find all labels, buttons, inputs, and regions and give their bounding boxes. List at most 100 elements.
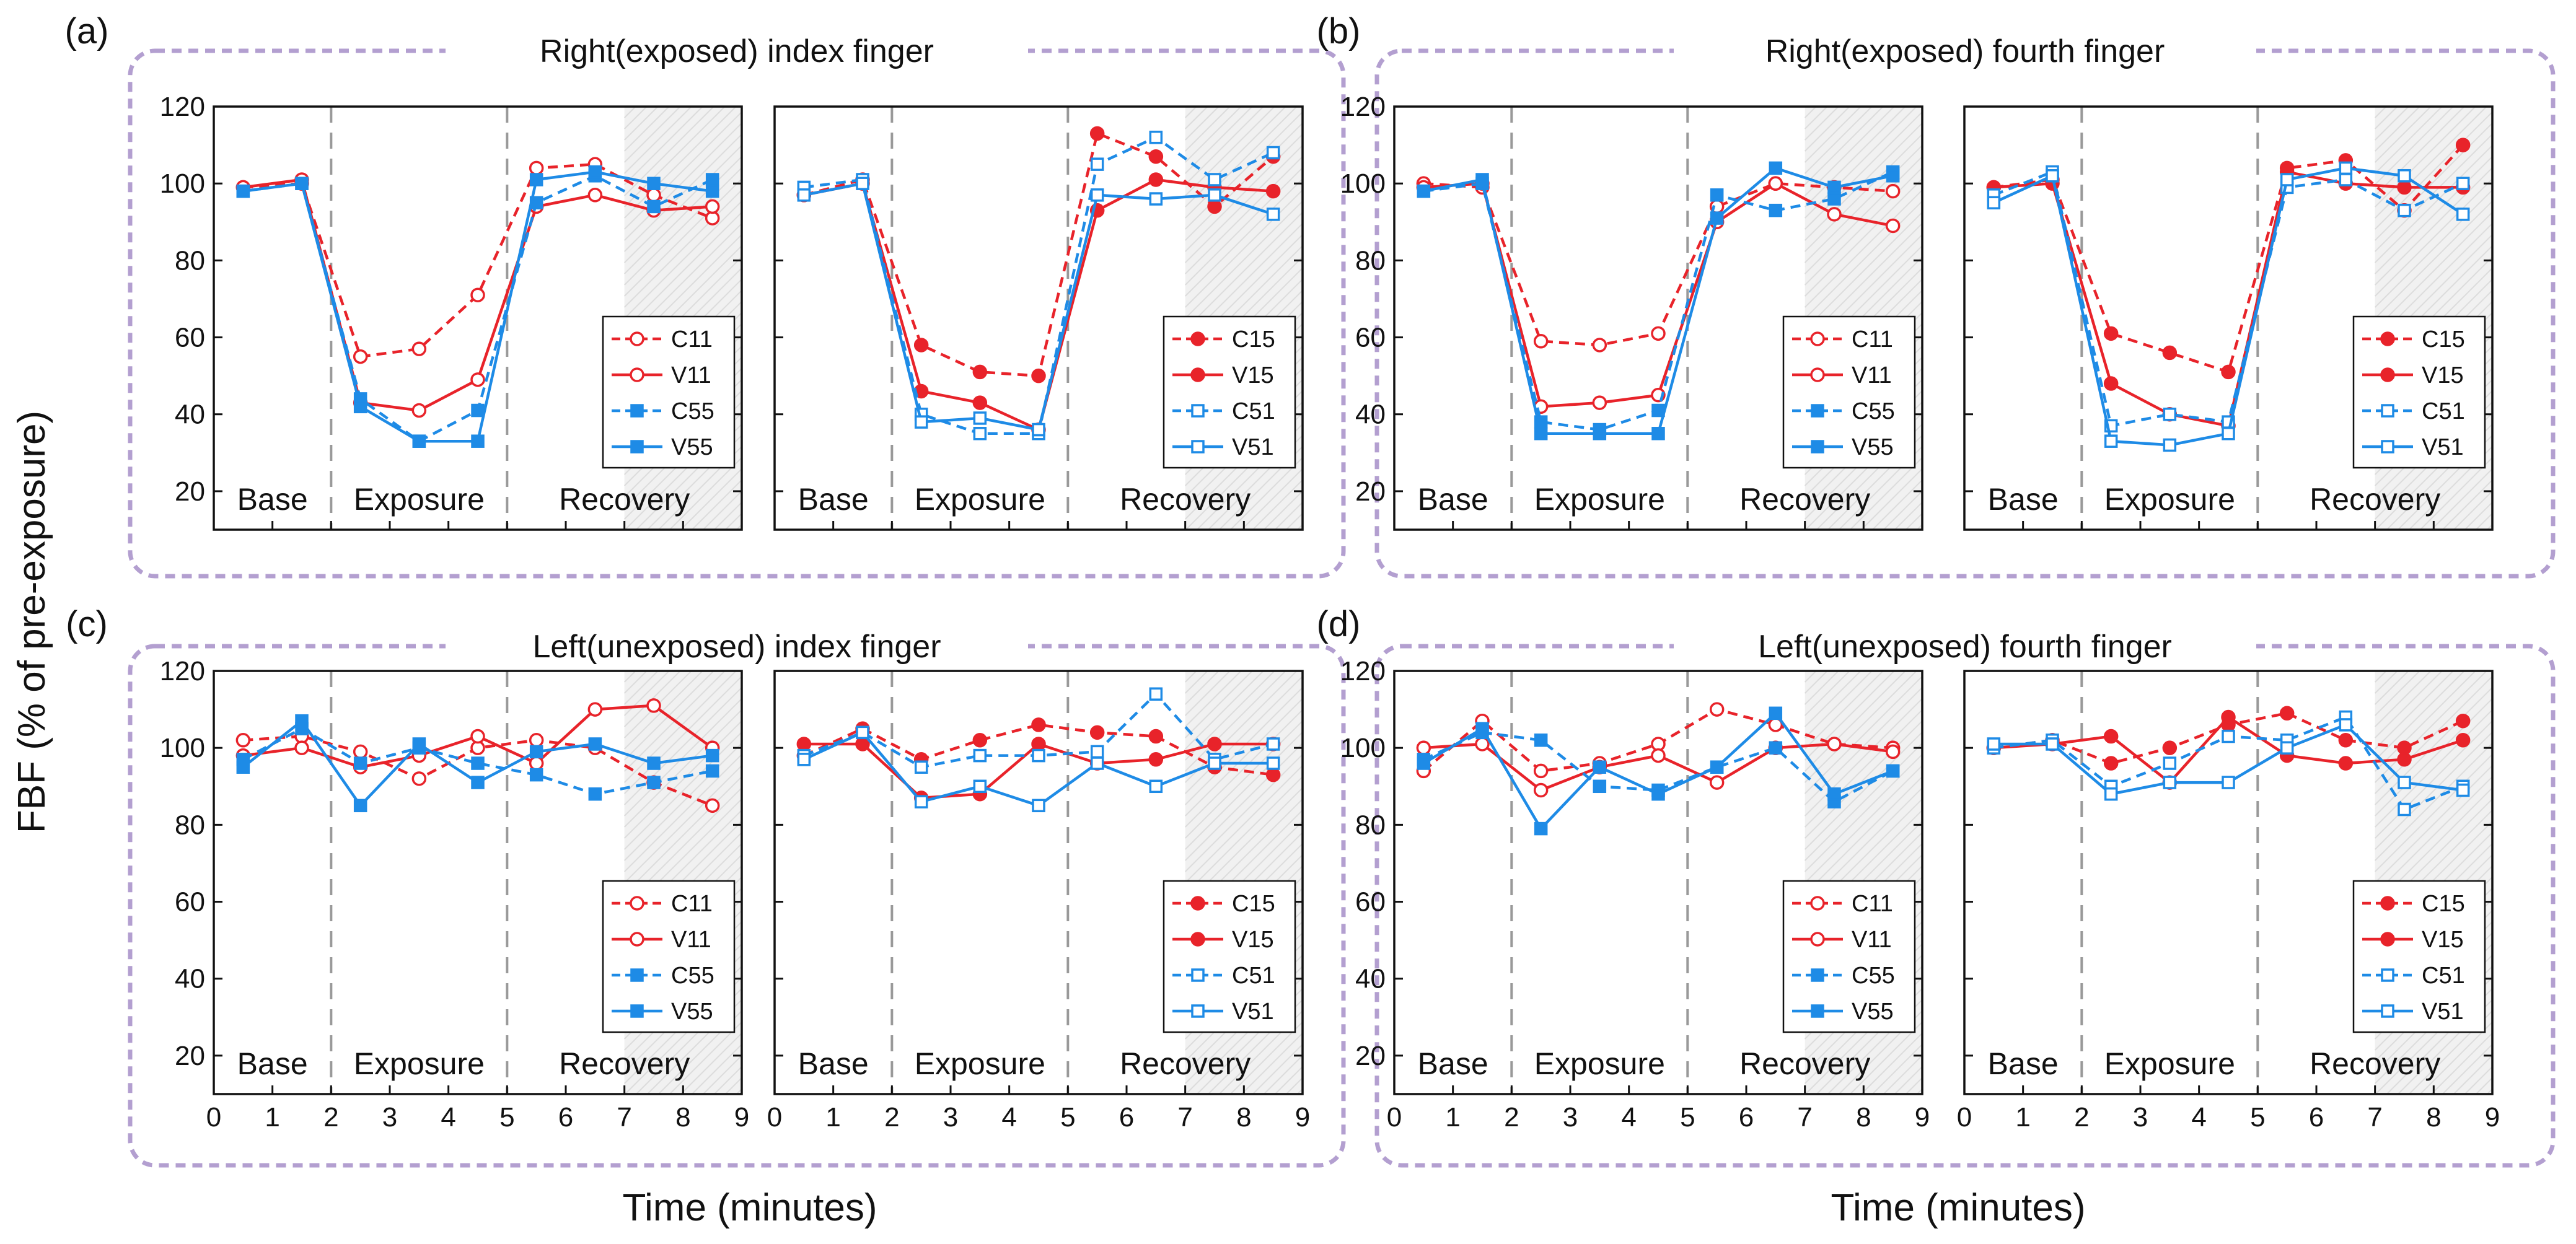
data-point-V55 (705, 184, 719, 198)
data-point-V55 (529, 173, 543, 186)
hatch-line (2374, 670, 2487, 783)
hatch-line (1871, 479, 1923, 530)
hatch-line (1252, 479, 1303, 530)
x-axis-title-left: Time (minutes) (622, 1186, 877, 1229)
hatch-line (2374, 106, 2443, 174)
hatch-line (1804, 189, 1923, 308)
legend-marker (1810, 367, 1825, 382)
hatch-line (1894, 1066, 1923, 1095)
y-tick-label: 120 (1340, 92, 1386, 122)
y-tick-label: 100 (1340, 733, 1386, 763)
data-point-C51 (2398, 802, 2411, 817)
legend-marker (2381, 968, 2394, 982)
data-point-C51 (2163, 407, 2177, 421)
hatch-line (1860, 468, 1923, 530)
data-point-V15 (2103, 729, 2119, 744)
data-point-V11 (587, 188, 603, 203)
data-point-C51 (2339, 173, 2353, 186)
data-point-V55 (353, 400, 367, 414)
legend-label: C15 (2422, 891, 2465, 917)
hatch-line (2374, 133, 2493, 252)
data-point-C11 (529, 160, 544, 176)
hatch-line (1184, 106, 1220, 141)
x-tick-label: 0 (206, 1102, 221, 1132)
legend-box (1782, 315, 1916, 469)
hatch-line (2374, 178, 2493, 297)
hatch-line (1804, 670, 1884, 750)
data-point-V55 (1651, 787, 1665, 801)
legend-marker (1191, 440, 1205, 453)
hatch-line (2374, 211, 2493, 330)
data-point-C11 (529, 733, 544, 748)
legend-label: C11 (671, 326, 713, 353)
data-point-V15 (1148, 752, 1164, 767)
data-point-V51 (914, 795, 928, 808)
hatch-line (1184, 753, 1303, 872)
data-point-V11 (1475, 737, 1490, 751)
hatch-line (623, 670, 703, 750)
legend-marker (2381, 404, 2394, 418)
x-tick-label: 9 (734, 1102, 749, 1132)
data-point-C11 (470, 287, 485, 302)
data-point-V51 (1266, 756, 1280, 770)
panel-letter: (b) (1317, 11, 1361, 51)
hatch-line (2374, 670, 2465, 761)
y-tick-label: 40 (175, 964, 205, 994)
hatch-line (1184, 106, 1275, 196)
legend-box (2352, 880, 2486, 1033)
legend-marker (1810, 932, 1825, 947)
hatch-line (1184, 106, 1286, 208)
data-point-C15 (2103, 326, 2119, 341)
legend-box (1163, 880, 1296, 1033)
hatch-line (623, 720, 742, 839)
hatch-line (1804, 106, 1817, 118)
data-point-C15 (2221, 364, 2236, 380)
hatch-line (1184, 698, 1303, 817)
data-point-V55 (1710, 211, 1724, 225)
data-point-C55 (1827, 192, 1841, 206)
legend-label: C15 (1232, 891, 1275, 917)
x-tick-label: 9 (2485, 1102, 2500, 1132)
y-tick-label: 80 (1355, 810, 1386, 840)
hatch-line (1804, 720, 1923, 839)
x-tick-label: 2 (2074, 1102, 2089, 1132)
hatch-line (1804, 698, 1923, 817)
data-point-C55 (471, 756, 485, 770)
hatch-line (1804, 106, 1895, 196)
data-point-V15 (1148, 172, 1164, 187)
data-point-V15 (1207, 737, 1222, 751)
legend-marker (630, 440, 644, 453)
data-point-V51 (1032, 799, 1045, 813)
hatch-line (1849, 457, 1923, 530)
hatch-line (713, 1066, 742, 1095)
panel-frame (128, 48, 1346, 579)
x-tick-label: 5 (2250, 1102, 2265, 1132)
hatch-line (1804, 764, 1923, 883)
hatch-line (2374, 670, 2454, 750)
hatch-line (623, 144, 742, 263)
data-point-C55 (705, 173, 719, 186)
data-point-V51 (1208, 188, 1221, 202)
hatch-line (623, 670, 659, 705)
hatch-line (2374, 156, 2493, 274)
hatch-line (1804, 670, 1850, 716)
data-point-V51 (1987, 737, 2001, 751)
data-point-C51 (1149, 687, 1163, 701)
hatch-line (1894, 501, 1923, 530)
hatch-line (1184, 106, 1242, 163)
hatch-line (2374, 106, 2476, 208)
hatch-line (1804, 670, 1917, 783)
hatch-line (623, 670, 648, 694)
legend-label: C15 (1232, 326, 1275, 353)
legend-label: V15 (1232, 362, 1274, 388)
legend-marker (1810, 331, 1825, 346)
data-point-C51 (914, 760, 928, 774)
data-point-C55 (353, 756, 367, 770)
data-point-V55 (1417, 756, 1431, 770)
data-point-C11 (1533, 763, 1549, 779)
hatch-line (2374, 200, 2493, 319)
hatch-line (1229, 1021, 1303, 1095)
hatch-line (1184, 200, 1303, 319)
hatch-line (2374, 776, 2493, 895)
x-tick-label: 8 (1856, 1102, 1871, 1132)
